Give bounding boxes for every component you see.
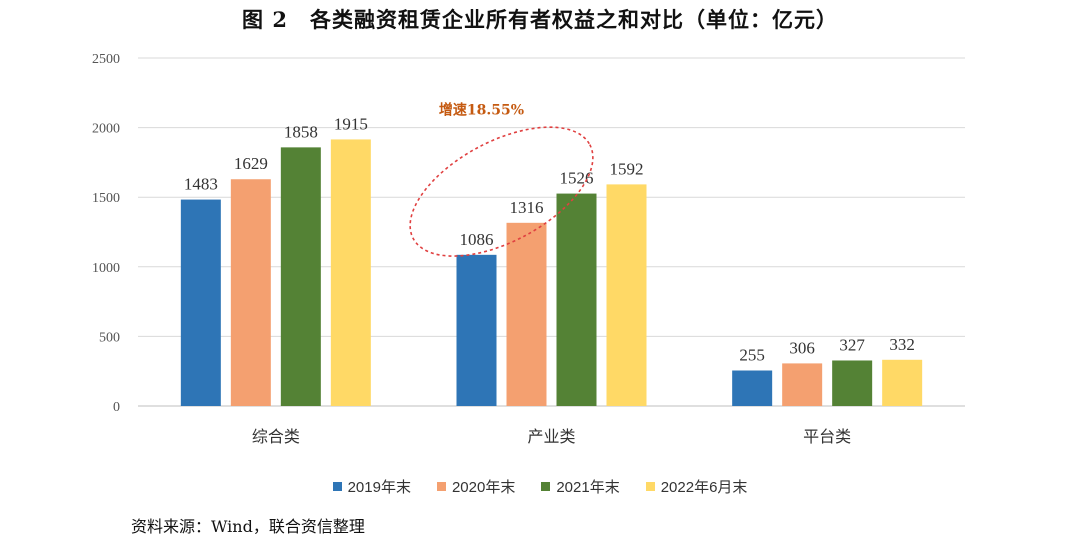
chart-title: 图 2 各类融资租赁企业所有者权益之和对比（单位：亿元） — [242, 7, 838, 32]
growth-rate-label: 增速18.55% — [439, 102, 524, 119]
data-label: 1316 — [510, 198, 544, 217]
legend-label: 2022年6月末 — [660, 479, 748, 496]
data-label: 1483 — [184, 175, 218, 194]
data-label: 1592 — [610, 159, 644, 178]
category-label: 综合类 — [252, 427, 300, 446]
bar — [330, 139, 371, 406]
y-tick-label: 1500 — [92, 191, 120, 206]
legend-item: 2022年6月末 — [645, 476, 748, 497]
bar — [832, 360, 873, 406]
bar — [280, 147, 321, 406]
data-label: 1915 — [334, 114, 368, 133]
bar — [882, 359, 923, 406]
bar — [556, 193, 597, 406]
data-labels: 1483 1629 1858 1915 1086 1316 1526 1592 255 306 32… — [184, 114, 915, 364]
y-tick-label: 2000 — [92, 122, 120, 137]
bar — [230, 179, 271, 406]
bar — [606, 184, 647, 406]
y-axis-ticks: 0 500 1000 1500 2000 2500 — [92, 52, 120, 415]
legend-item: 2019年末 — [332, 476, 411, 497]
y-tick-label: 2500 — [92, 52, 120, 67]
legend-item: 2020年末 — [436, 476, 516, 497]
chart-legend: 2019年末 2020年末 2021年末 2022年6月末 — [0, 476, 1080, 497]
bar — [506, 222, 547, 406]
data-label: 306 — [789, 338, 815, 357]
bar — [180, 199, 221, 406]
legend-swatch — [541, 482, 551, 491]
category-label: 平台类 — [803, 427, 851, 446]
bar-chart: 0 500 1000 1500 2000 2500 1483 1629 1858 1915 108… — [92, 52, 965, 446]
y-tick-label: 1000 — [92, 261, 120, 276]
data-label: 1526 — [560, 169, 594, 188]
legend-swatch — [645, 482, 655, 491]
legend-label: 2020年末 — [451, 479, 516, 496]
source-note: 资料来源：Wind，联合资信整理 — [131, 517, 365, 536]
data-label: 1086 — [460, 230, 494, 249]
legend-label: 2019年末 — [347, 479, 411, 496]
legend-label: 2021年末 — [556, 479, 620, 496]
bar — [732, 370, 773, 406]
legend-item: 2021年末 — [541, 476, 620, 497]
data-label: 332 — [889, 335, 915, 354]
data-label: 1858 — [284, 122, 318, 141]
data-label: 327 — [839, 335, 865, 354]
y-tick-label: 0 — [113, 400, 120, 415]
data-label: 255 — [739, 346, 765, 365]
legend-swatch — [332, 482, 342, 491]
bar — [456, 254, 497, 406]
category-label: 产业类 — [527, 427, 575, 446]
bar — [782, 363, 823, 406]
legend-swatch — [436, 482, 446, 491]
x-axis-categories: 综合类 产业类 平台类 — [252, 427, 851, 446]
gridlines — [138, 57, 965, 407]
bars — [180, 139, 923, 406]
data-label: 1629 — [234, 154, 268, 173]
y-tick-label: 500 — [99, 330, 120, 345]
